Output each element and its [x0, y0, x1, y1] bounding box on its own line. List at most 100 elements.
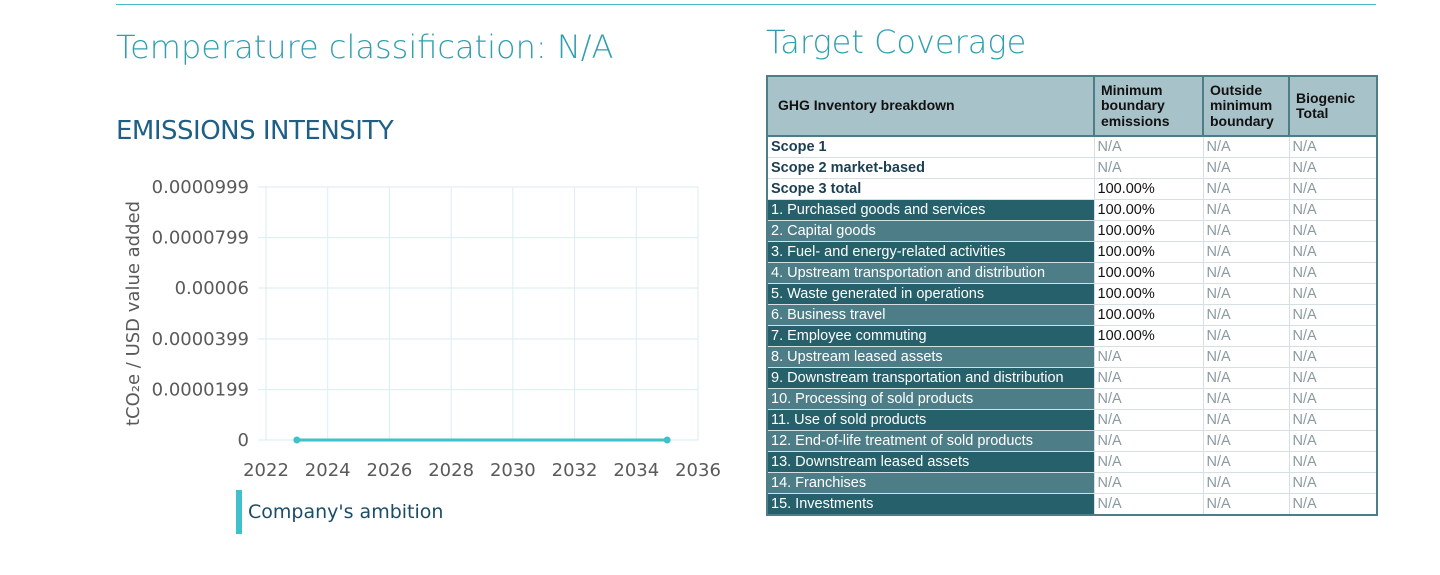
row-value: 100.00%	[1093, 241, 1204, 263]
row-value: N/A	[1202, 472, 1290, 494]
row-value: N/A	[1202, 346, 1290, 368]
row-value: N/A	[1093, 472, 1204, 494]
x-tick-label: 2034	[613, 460, 659, 481]
category-row: 2. Capital goods 100.00% N/A N/A	[766, 220, 1378, 242]
row-value: N/A	[1202, 199, 1290, 221]
row-value: N/A	[1202, 262, 1290, 284]
category-row: 3. Fuel- and energy-related activities 10…	[766, 241, 1378, 263]
row-value: N/A	[1202, 388, 1290, 410]
row-label: 13. Downstream leased assets	[766, 451, 1095, 473]
y-tick-label: 0.00006	[175, 278, 249, 299]
row-label: Scope 1	[766, 135, 1095, 158]
data-point	[663, 436, 671, 444]
row-value: N/A	[1288, 493, 1378, 516]
header-minimum-boundary: Minimum boundary emissions	[1093, 75, 1204, 137]
row-value: N/A	[1093, 135, 1204, 158]
row-value: 100.00%	[1093, 325, 1204, 347]
x-tick-label: 2030	[490, 460, 536, 481]
category-row: 5. Waste generated in operations 100.00% N…	[766, 283, 1378, 305]
row-value: N/A	[1093, 451, 1204, 473]
category-row: 6. Business travel 100.00% N/A N/A	[766, 304, 1378, 326]
header-ghg-inventory: GHG Inventory breakdown	[766, 75, 1095, 137]
row-value: 100.00%	[1093, 304, 1204, 326]
row-value: N/A	[1202, 135, 1290, 158]
y-tick-label: 0.0000799	[152, 228, 249, 249]
y-tick-label: 0.0000399	[152, 329, 249, 350]
row-value: 100.00%	[1093, 220, 1204, 242]
category-row: 1. Purchased goods and services 100.00% N/…	[766, 199, 1378, 221]
row-value: N/A	[1288, 367, 1378, 389]
row-label: 8. Upstream leased assets	[766, 346, 1095, 368]
row-value: N/A	[1288, 178, 1378, 200]
row-value: 100.00%	[1093, 199, 1204, 221]
row-value: N/A	[1202, 283, 1290, 305]
row-value: N/A	[1093, 388, 1204, 410]
category-row: 10. Processing of sold products N/A N/A N/A	[766, 388, 1378, 410]
row-label: 3. Fuel- and energy-related activities	[766, 241, 1095, 263]
row-value: N/A	[1288, 346, 1378, 368]
category-row: 9. Downstream transportation and distrib…	[766, 367, 1378, 389]
row-label: 14. Franchises	[766, 472, 1095, 494]
row-value: N/A	[1093, 409, 1204, 431]
chart-legend[interactable]: Company's ambition	[236, 490, 443, 534]
row-label: 12. End-of-life treatment of sold produc…	[766, 430, 1095, 452]
row-value: N/A	[1202, 241, 1290, 263]
row-label: 2. Capital goods	[766, 220, 1095, 242]
row-value: 100.00%	[1093, 262, 1204, 284]
row-value: N/A	[1288, 157, 1378, 179]
row-value: N/A	[1202, 325, 1290, 347]
row-value: N/A	[1202, 430, 1290, 452]
row-value: N/A	[1093, 493, 1204, 516]
category-row: 11. Use of sold products N/A N/A N/A	[766, 409, 1378, 431]
scope-row: Scope 1 N/A N/A N/A	[766, 135, 1378, 158]
scope-row: Scope 3 total 100.00% N/A N/A	[766, 178, 1378, 200]
y-axis-label: tCO₂e / USD value added	[123, 201, 144, 426]
row-value: N/A	[1288, 325, 1378, 347]
row-value: N/A	[1288, 220, 1378, 242]
target-coverage-table: GHG Inventory breakdown Minimum boundary…	[766, 75, 1378, 516]
legend-label: Company's ambition	[248, 501, 444, 523]
category-row: 13. Downstream leased assets N/A N/A N/A	[766, 451, 1378, 473]
emissions-intensity-title: EMISSIONS INTENSITY	[116, 116, 394, 146]
scope-row: Scope 2 market-based N/A N/A N/A	[766, 157, 1378, 179]
x-tick-label: 2028	[428, 460, 474, 481]
row-label: Scope 3 total	[766, 178, 1095, 200]
row-value: N/A	[1288, 451, 1378, 473]
row-label: 11. Use of sold products	[766, 409, 1095, 431]
x-tick-label: 2032	[552, 460, 598, 481]
x-tick-label: 2024	[305, 460, 351, 481]
row-value: N/A	[1202, 451, 1290, 473]
target-coverage-title: Target Coverage	[766, 23, 1027, 61]
row-value: N/A	[1093, 157, 1204, 179]
row-value: N/A	[1202, 409, 1290, 431]
category-row: 8. Upstream leased assets N/A N/A N/A	[766, 346, 1378, 368]
row-value: N/A	[1202, 220, 1290, 242]
legend-swatch	[236, 490, 242, 534]
row-value: N/A	[1093, 367, 1204, 389]
row-label: 6. Business travel	[766, 304, 1095, 326]
row-value: N/A	[1202, 493, 1290, 516]
row-label: 15. Investments	[766, 493, 1095, 516]
x-tick-label: 2022	[243, 460, 289, 481]
y-tick-label: 0	[238, 430, 249, 451]
x-tick-label: 2036	[675, 460, 721, 481]
emissions-intensity-chart: 2022 2024 2026 2028 2030 2032 2034 2036 0 0.00001…	[123, 177, 721, 481]
row-value: N/A	[1202, 367, 1290, 389]
category-row: 4. Upstream transportation and distribut…	[766, 262, 1378, 284]
row-value: N/A	[1093, 346, 1204, 368]
row-value: N/A	[1288, 304, 1378, 326]
row-value: N/A	[1202, 157, 1290, 179]
row-label: 5. Waste generated in operations	[766, 283, 1095, 305]
category-row: 14. Franchises N/A N/A N/A	[766, 472, 1378, 494]
category-row: 12. End-of-life treatment of sold produc…	[766, 430, 1378, 452]
row-label: 4. Upstream transportation and distribut…	[766, 262, 1095, 284]
row-value: N/A	[1288, 409, 1378, 431]
row-value: N/A	[1093, 430, 1204, 452]
row-value: N/A	[1288, 262, 1378, 284]
row-value: 100.00%	[1093, 178, 1204, 200]
category-row: 7. Employee commuting 100.00% N/A N/A	[766, 325, 1378, 347]
temperature-classification-title: Temperature classification: N/A	[116, 28, 614, 66]
row-value: N/A	[1288, 388, 1378, 410]
header-biogenic-total: Biogenic Total	[1288, 75, 1378, 137]
row-value: N/A	[1202, 178, 1290, 200]
